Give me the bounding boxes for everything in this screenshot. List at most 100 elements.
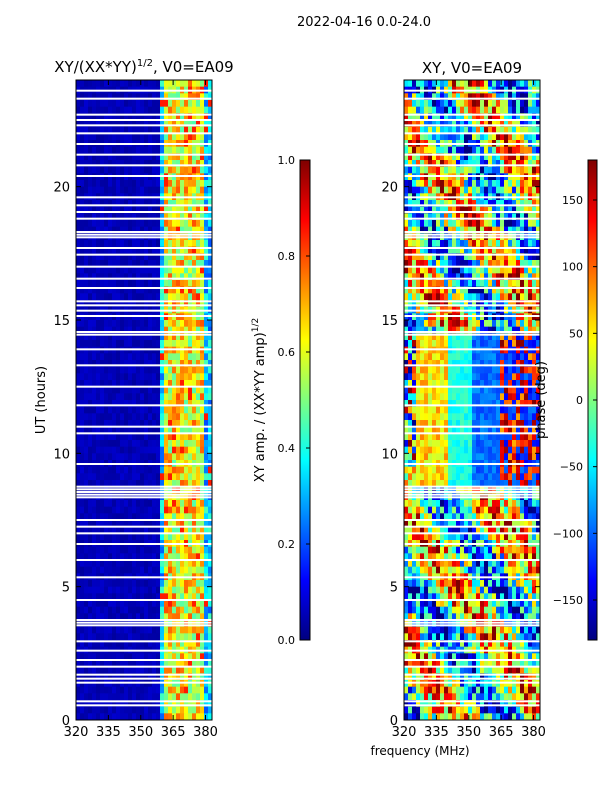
phase-cell (468, 206, 473, 214)
amplitude-cell (208, 100, 212, 108)
amplitude-cell (144, 120, 149, 128)
amplitude-cell (84, 166, 89, 174)
phase-cell (492, 280, 497, 288)
amplitude-cell (80, 333, 85, 341)
amplitude-cell (188, 226, 193, 234)
amplitude-cell (80, 500, 85, 508)
amplitude-cell (192, 526, 197, 534)
phase-cell (476, 260, 481, 268)
amplitude-cell (136, 100, 141, 108)
phase-cell (492, 80, 497, 88)
amplitude-cell (208, 553, 212, 561)
phase-cell (508, 166, 513, 174)
amplitude-cell (172, 273, 177, 281)
amplitude-cell (112, 80, 117, 88)
amplitude-cell (116, 260, 121, 268)
amplitude-cell (144, 533, 149, 541)
amplitude-cell (100, 626, 105, 634)
amplitude-cell (84, 533, 89, 541)
phase-cell (504, 293, 509, 301)
phase-cell (496, 80, 501, 88)
phase-cell (536, 253, 540, 261)
amplitude-cell (196, 206, 201, 214)
amplitude-cell (120, 273, 125, 281)
phase-cell (452, 80, 457, 88)
phase-cell (456, 373, 461, 381)
amplitude-cell (188, 633, 193, 641)
phase-cell (508, 180, 513, 188)
amplitude-cell (76, 420, 81, 428)
phase-cell (528, 373, 533, 381)
phase-cell (460, 200, 465, 208)
data-gap (76, 619, 212, 621)
amplitude-cell (120, 353, 125, 361)
phase-cell (500, 300, 505, 308)
amplitude-cell (76, 220, 81, 228)
phase-cell (480, 286, 485, 294)
amplitude-cell (172, 120, 177, 128)
amplitude-cell (108, 553, 113, 561)
phase-cell (500, 120, 505, 128)
phase-cell (436, 200, 441, 208)
phase-cell (476, 340, 481, 348)
amplitude-cell (84, 606, 89, 614)
data-gap (76, 304, 212, 307)
amplitude-cell (112, 660, 117, 668)
amplitude-cell (92, 226, 97, 234)
amplitude-cell (180, 440, 185, 448)
amplitude-cell (176, 253, 181, 261)
phase-cell (436, 133, 441, 141)
amplitude-cell (148, 420, 153, 428)
amplitude-cell (192, 260, 197, 268)
phase-cell (520, 153, 525, 161)
amplitude-cell (184, 213, 189, 221)
amplitude-cell (132, 420, 137, 428)
amplitude-cell (112, 673, 117, 681)
phase-cell (404, 340, 409, 348)
amplitude-cell (128, 386, 133, 394)
amplitude-cell (172, 146, 177, 154)
phase-cell (444, 393, 449, 401)
amplitude-cell (136, 393, 141, 401)
amplitude-cell (108, 113, 113, 121)
amplitude-cell (180, 686, 185, 694)
amplitude-cell (88, 473, 93, 481)
phase-cell (532, 240, 537, 248)
amplitude-cell (80, 566, 85, 574)
phase-cell (408, 120, 413, 128)
phase-cell (500, 340, 505, 348)
amplitude-cell (180, 640, 185, 648)
phase-cell (452, 200, 457, 208)
amplitude-cell (176, 553, 181, 561)
amplitude-cell (144, 253, 149, 261)
amplitude-cell (192, 466, 197, 474)
amplitude-cell (184, 286, 189, 294)
amplitude-cell (200, 340, 205, 348)
amplitude-cell (116, 560, 121, 568)
phase-cell (448, 386, 453, 394)
phase-cell (516, 373, 521, 381)
amplitude-cell (176, 213, 181, 221)
amplitude-cell (120, 446, 125, 454)
phase-cell (476, 166, 481, 174)
amplitude-cell (136, 360, 141, 368)
phase-cell (412, 80, 417, 88)
data-gap (76, 247, 212, 249)
phase-cell (480, 300, 485, 308)
amplitude-cell (100, 446, 105, 454)
phase-cell (512, 246, 517, 254)
amplitude-cell (184, 686, 189, 694)
amplitude-cell (128, 206, 133, 214)
amplitude-cell (116, 546, 121, 554)
amplitude-cell (148, 520, 153, 528)
phase-cell (416, 146, 421, 154)
amplitude-cell (108, 673, 113, 681)
amplitude-cell (136, 666, 141, 674)
phase-cell (448, 120, 453, 128)
amplitude-cell (120, 213, 125, 221)
phase-cell (528, 146, 533, 154)
amplitude-cell (200, 280, 205, 288)
phase-cell (488, 373, 493, 381)
phase-cell (424, 393, 429, 401)
amplitude-cell (168, 580, 173, 588)
